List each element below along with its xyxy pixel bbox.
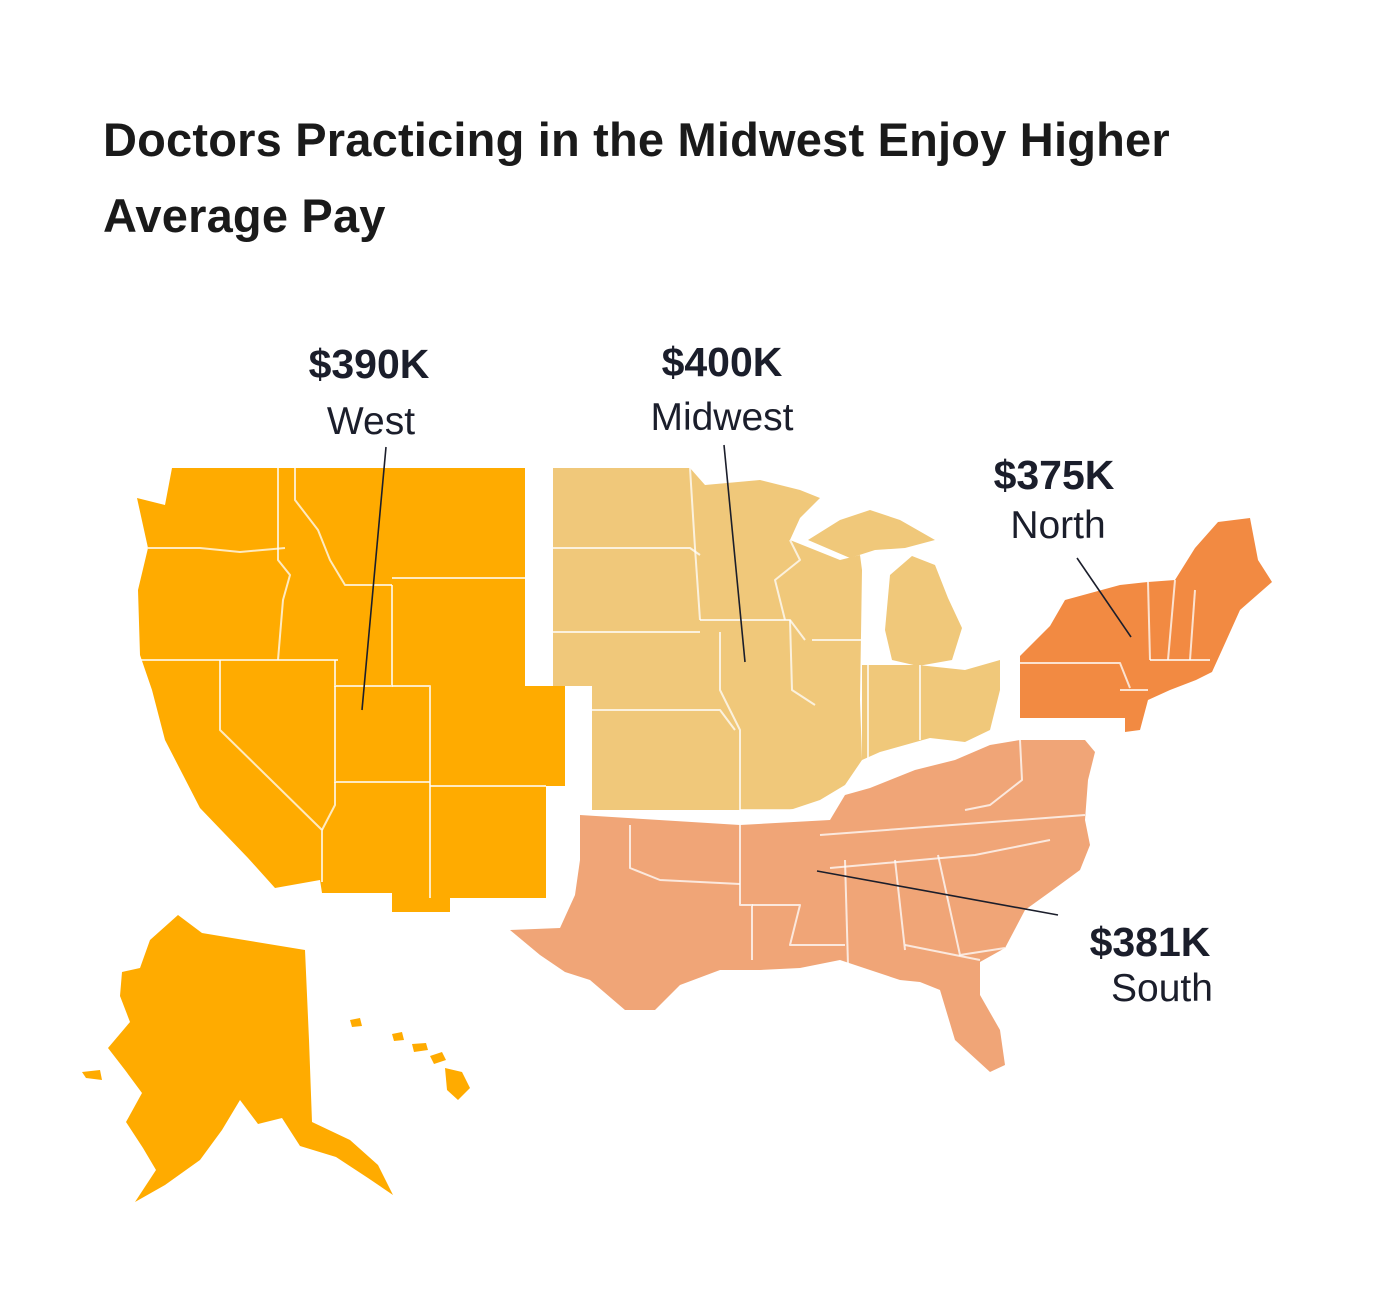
- alaska-shape: [108, 915, 393, 1202]
- west-amount-label: $390K: [309, 341, 430, 387]
- north-shape: [1020, 518, 1272, 732]
- michigan-lower-shape: [885, 556, 962, 666]
- south-state-borders: [629, 739, 1086, 966]
- north-state-borders: [1020, 579, 1210, 691]
- south-name-label: South: [1111, 967, 1213, 1010]
- alaska-tip-shape: [82, 1070, 102, 1080]
- hawaii-shape: [350, 1018, 470, 1100]
- south-amount-label: $381K: [1090, 919, 1211, 965]
- south-leader-line: [816, 870, 1059, 916]
- midwest-name-label: Midwest: [650, 396, 793, 439]
- region-west: [82, 468, 565, 1202]
- south-shape: [510, 740, 1095, 1072]
- west-leader-line: [361, 446, 387, 711]
- midwest-amount-label: $400K: [662, 339, 783, 385]
- map-title: Doctors Practicing in the Midwest Enjoy …: [103, 113, 1170, 242]
- region-north: [1020, 518, 1272, 732]
- michigan-upper-shape: [808, 510, 935, 558]
- north-leader-line: [1076, 557, 1132, 638]
- region-south: [510, 739, 1095, 1072]
- midwest-leader-line: [723, 444, 746, 663]
- midwest-main-shape: [553, 468, 862, 810]
- midwest-state-borders: [553, 467, 921, 811]
- west-contiguous-shape: [137, 468, 565, 912]
- north-amount-label: $375K: [994, 452, 1115, 498]
- west-name-label: West: [327, 400, 415, 443]
- west-state-borders: [140, 468, 546, 898]
- region-midwest: [553, 467, 1000, 811]
- north-name-label: North: [1010, 504, 1105, 547]
- indiana-ohio-shape: [862, 660, 1000, 760]
